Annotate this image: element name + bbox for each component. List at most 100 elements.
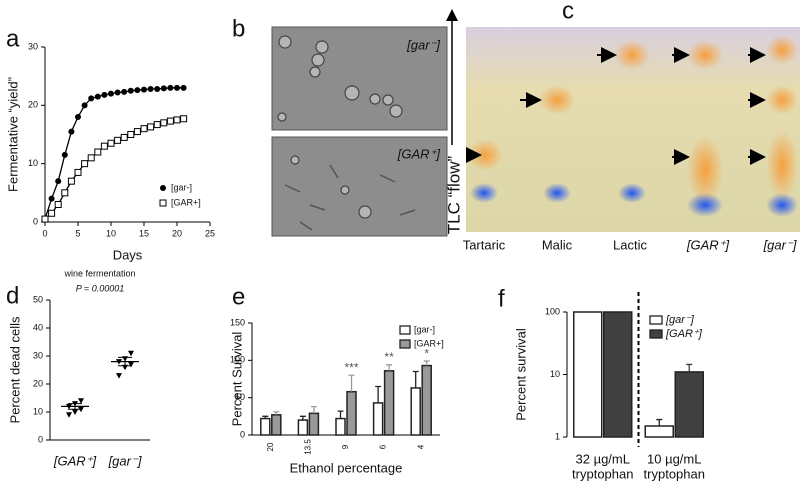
point [74, 168, 82, 176]
point [55, 178, 62, 185]
legend-swatch [399, 339, 411, 349]
point [107, 139, 115, 147]
error-bar [348, 374, 355, 392]
point [48, 195, 55, 202]
error-bar [412, 370, 419, 388]
point [81, 102, 88, 109]
y-tick-label: 10 [550, 369, 560, 379]
panel-letter: e [232, 283, 245, 310]
x-tick-label: 15 [139, 228, 149, 238]
point [114, 89, 121, 96]
legend-swatch [649, 315, 663, 325]
y-axis-label: Percent dead cells [7, 316, 22, 423]
bar [410, 387, 421, 436]
point [87, 154, 95, 162]
x-axis-label: Days [113, 247, 143, 262]
panel-letter: c [562, 0, 574, 24]
y-tick-label: 30 [28, 41, 38, 51]
point [67, 177, 75, 185]
point [81, 160, 89, 168]
point [48, 209, 56, 217]
legend-label: [gar-] [414, 324, 435, 334]
point [114, 136, 122, 144]
series-line [44, 87, 184, 220]
significance: * [424, 346, 429, 360]
point [140, 125, 148, 133]
point [141, 86, 147, 93]
legend-marker [160, 185, 166, 191]
x-tick-label: 10 µg/mL [647, 451, 701, 466]
y-axis-label: Fermentative “yield” [5, 77, 20, 192]
y-tick-label: 30 [33, 350, 43, 360]
point [127, 87, 134, 94]
error-bar [262, 415, 269, 419]
legend-swatch [649, 329, 663, 339]
x-tick-label: 6 [379, 444, 388, 449]
annotation: wine fermentation [63, 268, 135, 278]
legend-label: [GAR⁺] [665, 328, 703, 340]
x-tick-label: [gar⁻] [108, 453, 142, 468]
x-tick-label: 4 [416, 444, 425, 449]
micrograph [271, 26, 448, 237]
point [174, 84, 180, 91]
point [116, 373, 122, 379]
point [128, 350, 134, 357]
point [180, 84, 187, 91]
legend-swatch [399, 325, 411, 335]
legend-marker [159, 199, 167, 207]
point [166, 117, 174, 125]
error-bar [423, 360, 430, 366]
point [61, 151, 68, 158]
error-bar [310, 405, 317, 414]
legend-label: [gar⁻] [665, 314, 695, 326]
x-tick-label: [GAR⁺] [53, 453, 97, 468]
x-tick-label: tryptophan [572, 466, 633, 481]
point [133, 128, 141, 136]
panel-letter: d [6, 282, 19, 309]
point [108, 90, 114, 97]
lane-label: Lactic [613, 237, 647, 252]
point [94, 148, 102, 156]
point [128, 361, 134, 368]
bar [297, 419, 309, 436]
bar [308, 412, 320, 436]
panel-letter: f [498, 285, 505, 312]
point [66, 412, 72, 418]
bar [372, 402, 384, 436]
y-tick-label: 100 [545, 306, 560, 316]
error-bar [386, 364, 393, 371]
legend-label: [GAR+] [171, 197, 201, 207]
significance: *** [344, 360, 358, 374]
y-tick-label: 40 [33, 322, 43, 332]
y-tick-label: 150 [230, 317, 245, 327]
error-bar [656, 418, 663, 426]
point [121, 88, 128, 95]
bar [644, 425, 674, 438]
panel-letter: b [232, 15, 245, 42]
y-axis-label: Percent Survival [229, 332, 244, 427]
error-bar [337, 410, 344, 419]
error-bar [68, 403, 82, 410]
error-bar [686, 363, 693, 372]
y-tick-label: 0 [33, 216, 38, 226]
point [160, 85, 167, 92]
caption: [gar⁻] [406, 37, 440, 52]
point [120, 133, 128, 141]
error-bar [118, 356, 132, 367]
bar [573, 311, 603, 438]
bar [674, 371, 704, 438]
point [101, 91, 108, 98]
bar [603, 311, 633, 438]
point [160, 119, 168, 127]
point [134, 87, 141, 94]
point [94, 93, 101, 100]
point [173, 116, 181, 124]
point [78, 398, 84, 404]
x-tick-label: 13.5 [304, 439, 313, 455]
x-tick-label: 20 [266, 442, 275, 451]
y-tick-label: 10 [28, 158, 38, 168]
bar [421, 364, 432, 436]
lane-label: Malic [542, 237, 573, 252]
point [72, 409, 78, 415]
